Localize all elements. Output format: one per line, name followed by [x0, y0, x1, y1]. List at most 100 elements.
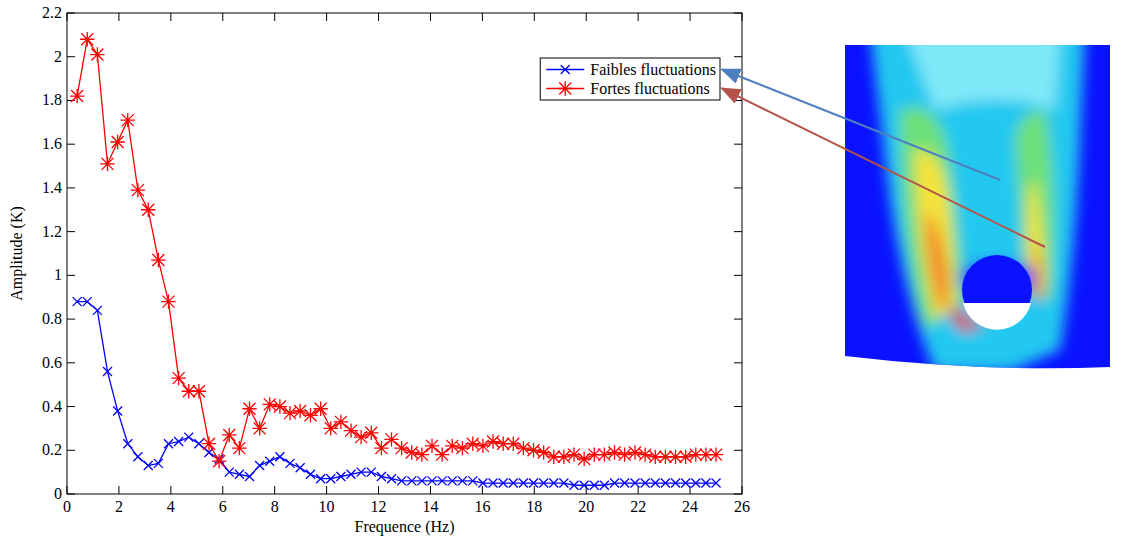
y-tick-label: 1.2: [42, 223, 62, 240]
y-tick-right: [734, 406, 742, 407]
x-tick-label: 16: [474, 498, 490, 515]
series-marker: [344, 423, 358, 437]
series-marker: [171, 371, 185, 385]
series-marker: [212, 454, 226, 468]
series-marker: [709, 447, 723, 461]
series-marker: [306, 470, 315, 479]
series-marker: [123, 439, 132, 448]
x-tick: [742, 486, 743, 494]
legend-box: [540, 58, 720, 100]
legend: Faibles fluctuationsFortes fluctuations: [540, 58, 720, 100]
series-marker: [367, 468, 376, 477]
series-marker: [607, 445, 621, 459]
cylinder-white: [963, 303, 1031, 330]
series-line: [77, 39, 716, 461]
series-marker: [620, 479, 629, 488]
x-tick-label: 0: [63, 498, 71, 515]
series-marker: [681, 479, 690, 488]
x-tick-label: 26: [734, 498, 750, 515]
series-marker: [326, 474, 335, 483]
plot-frame: [67, 13, 742, 494]
arrow-strong: [722, 89, 1045, 248]
series-marker: [93, 306, 102, 315]
series-marker: [631, 479, 640, 488]
series-marker: [80, 32, 94, 46]
y-tick-right: [734, 362, 742, 363]
series-marker: [161, 294, 175, 308]
x-tick: [430, 486, 431, 494]
y-tick-right: [734, 494, 742, 495]
x-axis-title: Frequence (Hz): [355, 518, 455, 536]
y-tick-right: [734, 144, 742, 145]
y-tick: [67, 13, 75, 14]
series-marker: [417, 476, 426, 485]
x-tick: [222, 486, 223, 494]
series-marker: [357, 468, 366, 477]
series-marker: [252, 421, 266, 435]
series-marker: [628, 445, 642, 459]
y-tick: [67, 56, 75, 57]
y-tick-right: [734, 275, 742, 276]
y-tick-label: 0.4: [42, 398, 62, 415]
chart-root: 0246810121416182022242600.20.40.60.811.2…: [0, 0, 1130, 543]
data-group: [70, 32, 723, 490]
series-marker: [691, 479, 700, 488]
x-tick-top: [67, 13, 68, 21]
series-marker: [273, 399, 287, 413]
x-tick-label: 14: [422, 498, 438, 515]
series-marker: [407, 476, 416, 485]
series-marker: [549, 479, 558, 488]
series-marker: [293, 404, 307, 418]
series-marker: [590, 481, 599, 490]
y-tick-label: 1.6: [42, 135, 62, 152]
series-marker: [222, 428, 236, 442]
y-tick-right: [734, 13, 742, 14]
series-marker: [265, 457, 274, 466]
series-marker: [529, 479, 538, 488]
legend-label: Fortes fluctuations: [590, 80, 710, 97]
temperature-field: [845, 30, 1110, 375]
series-marker: [73, 297, 82, 306]
x-tick-label: 24: [682, 498, 698, 515]
plume-orange-left: [925, 210, 950, 315]
series-marker: [425, 439, 439, 453]
y-tick-right: [734, 450, 742, 451]
x-tick-label: 8: [271, 498, 279, 515]
series-marker: [324, 421, 338, 435]
x-tick-top: [118, 13, 119, 21]
series-marker: [468, 476, 477, 485]
series-marker: [458, 476, 467, 485]
legend-marker: [561, 65, 570, 74]
series-marker: [316, 474, 325, 483]
series-marker: [347, 470, 356, 479]
series-marker: [455, 441, 469, 455]
series-marker: [144, 461, 153, 470]
series-marker: [90, 47, 104, 61]
y-tick-label: 0: [54, 485, 62, 502]
y-tick-right: [734, 319, 742, 320]
y-tick: [67, 406, 75, 407]
y-tick: [67, 494, 75, 495]
series-marker: [164, 439, 173, 448]
series-marker: [384, 432, 398, 446]
y-tick: [67, 231, 75, 232]
y-tick-label: 2: [54, 48, 62, 65]
series-marker: [526, 443, 540, 457]
series-marker: [438, 476, 447, 485]
series-marker: [364, 426, 378, 440]
series-marker: [303, 408, 317, 422]
y-tick-label: 0.8: [42, 310, 62, 327]
series-marker: [405, 445, 419, 459]
plume-light: [905, 30, 1060, 110]
x-tick-label: 22: [630, 498, 646, 515]
y-tick-label: 1.4: [42, 179, 62, 196]
x-tick-label: 18: [526, 498, 542, 515]
series-marker: [597, 447, 611, 461]
series-marker: [559, 479, 568, 488]
x-tick-label: 12: [371, 498, 387, 515]
x-tick-top: [326, 13, 327, 21]
series-marker: [255, 461, 264, 470]
x-tick-label: 6: [219, 498, 227, 515]
y-tick-right: [734, 56, 742, 57]
y-tick-right: [734, 187, 742, 188]
